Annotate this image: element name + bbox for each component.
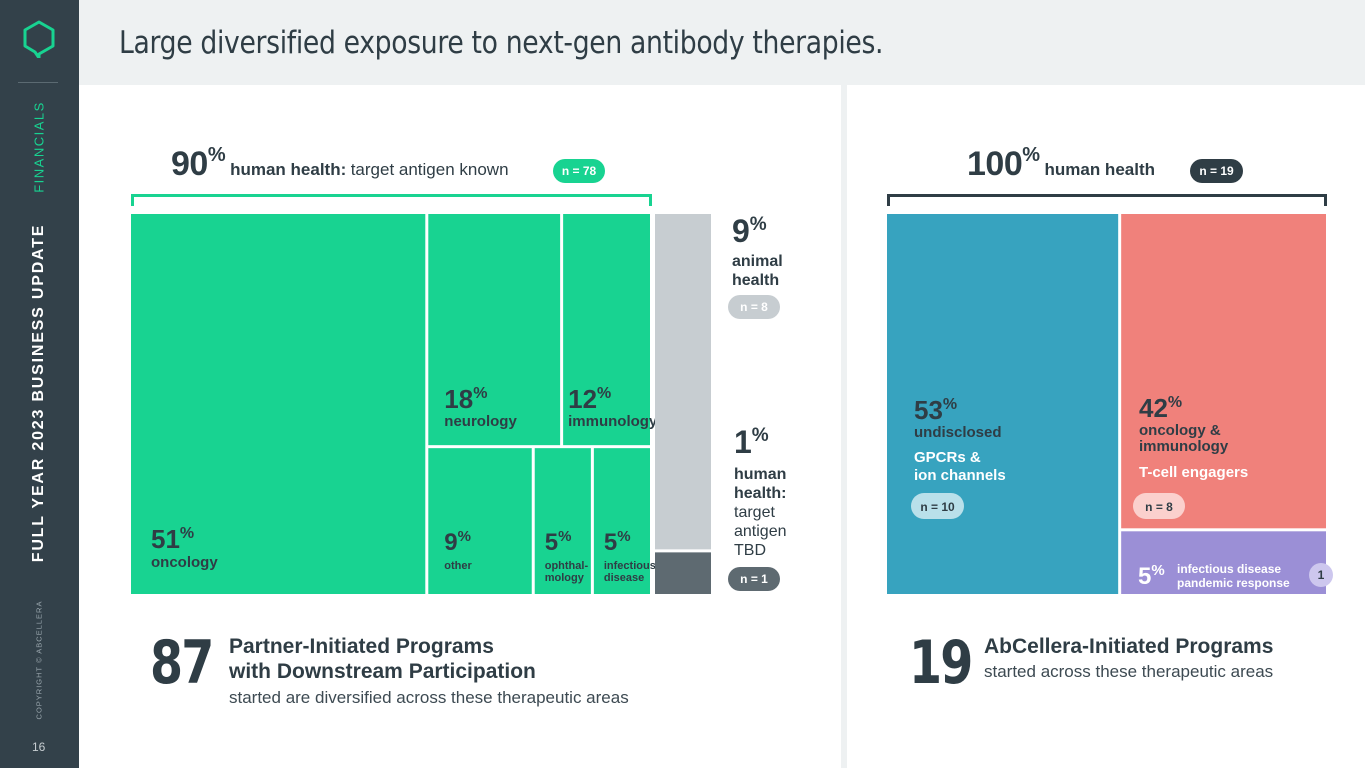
right-top-pct: 100 bbox=[967, 145, 1023, 183]
animal-health-label: 9% animal health bbox=[732, 213, 783, 290]
left-top-pct: 90 bbox=[171, 145, 208, 183]
left-top-label: 90% human health: target antigen known bbox=[171, 144, 509, 184]
right-n-badge: n = 19 bbox=[1190, 159, 1243, 183]
left-n-badge: n = 78 bbox=[553, 159, 605, 183]
left-top-rest: target antigen known bbox=[350, 160, 509, 179]
neurology-label-0: neurology bbox=[444, 413, 517, 430]
immunology-label-0: immunology bbox=[568, 413, 658, 430]
panel-divider bbox=[841, 85, 847, 768]
ophthal-mology-rect bbox=[534, 448, 591, 594]
oncology-rect bbox=[131, 214, 426, 594]
onc-imm-n-badge bbox=[1133, 493, 1185, 519]
animal-n-badge: n = 8 bbox=[728, 295, 780, 319]
tbd-line5: TBD bbox=[734, 542, 766, 559]
hexagon-chat-logo-icon bbox=[23, 20, 55, 58]
header: Large diversified exposure to next-gen a… bbox=[79, 0, 1365, 85]
animal-health-rect bbox=[655, 214, 711, 550]
left-top-strong: human health: bbox=[230, 160, 347, 179]
tbd-line2: health: bbox=[734, 485, 787, 502]
right-bracket bbox=[887, 194, 1327, 206]
immunology-rect bbox=[563, 214, 650, 446]
left-stat-title-line1: Partner-Initiated Programs bbox=[229, 635, 494, 658]
tbd-label: 1% human health: target antigen TBD bbox=[734, 424, 787, 560]
infectious-label-0: infectious disease bbox=[1177, 562, 1281, 576]
infectious-pct: 5% bbox=[1138, 562, 1165, 590]
left-stat-title-line2: with Downstream Participation bbox=[229, 660, 536, 683]
onc-imm-label-1: immunology bbox=[1139, 438, 1229, 455]
animal-pct-sym: % bbox=[749, 214, 767, 235]
page-number: 16 bbox=[32, 740, 46, 754]
animal-line1: animal bbox=[732, 253, 783, 270]
ophthal-mology-label-0: ophthal- bbox=[545, 560, 589, 572]
tbd-pct: 1 bbox=[734, 424, 752, 460]
sidebar-divider bbox=[18, 82, 58, 83]
onc-imm-label-0: oncology & bbox=[1139, 422, 1221, 439]
tbd-n-badge: n = 1 bbox=[728, 567, 780, 591]
undisclosed-sub-1: ion channels bbox=[914, 467, 1006, 484]
ophthal-mology-label-1: mology bbox=[545, 572, 585, 584]
right-top-pct-sym: % bbox=[1022, 144, 1041, 166]
infectious-label-1: pandemic response bbox=[1177, 576, 1290, 590]
immunology-pct: 12% bbox=[568, 384, 611, 414]
infectious-n-text-0: 1 bbox=[1318, 568, 1325, 582]
undisclosed-rect bbox=[887, 214, 1119, 594]
infectious disease-label-0: infectious bbox=[604, 560, 656, 572]
tbd-pct-sym: % bbox=[751, 425, 769, 446]
infectious disease-rect bbox=[593, 448, 650, 594]
right-stat-sub: started across these therapeutic areas bbox=[984, 662, 1274, 681]
undisclosed-label-0: undisclosed bbox=[914, 424, 1002, 441]
left-stat-sub: started are diversified across these the… bbox=[229, 688, 629, 707]
animal-line2: health bbox=[732, 272, 780, 289]
tbd-line1: human bbox=[734, 466, 787, 483]
page-title: Large diversified exposure to next-gen a… bbox=[119, 25, 884, 61]
undisclosed-sub-0: GPCRs & bbox=[914, 449, 981, 466]
infectious disease-label-1: disease bbox=[604, 572, 644, 584]
undisclosed-n-text-0: n = 10 bbox=[920, 500, 955, 514]
onc-imm-sub-0: T-cell engagers bbox=[1139, 464, 1248, 481]
neurology-rect bbox=[428, 214, 561, 446]
oncology-immunology-rect bbox=[1121, 214, 1326, 529]
animal-pct: 9 bbox=[732, 213, 750, 249]
tbd-rect bbox=[655, 552, 711, 594]
right-top-strong: human health bbox=[1044, 160, 1155, 179]
left-bracket bbox=[131, 194, 652, 206]
undisclosed-n-badge bbox=[911, 493, 964, 519]
sidebar: FINANCIALS FULL YEAR 2023 BUSINESS UPDAT… bbox=[0, 0, 79, 768]
right-top-label: 100% human health bbox=[967, 144, 1155, 184]
left-top-pct-sym: % bbox=[207, 144, 226, 166]
left-stat-title: Partner-Initiated Programs with Downstre… bbox=[229, 634, 536, 684]
infectious-rect bbox=[1121, 531, 1326, 594]
other-label-0: other bbox=[444, 560, 472, 572]
tbd-line4: antigen bbox=[734, 523, 787, 540]
infectious-n-badge bbox=[1309, 563, 1333, 587]
tbd-line3: target bbox=[734, 504, 775, 521]
other-rect bbox=[428, 448, 532, 594]
oncology-label-0: oncology bbox=[151, 554, 218, 571]
onc-imm-n-text-0: n = 8 bbox=[1145, 500, 1173, 514]
right-stat-number: 19 bbox=[909, 628, 973, 698]
right-stat-title: AbCellera-Initiated Programs bbox=[984, 635, 1274, 658]
left-stat-number: 87 bbox=[150, 628, 214, 698]
